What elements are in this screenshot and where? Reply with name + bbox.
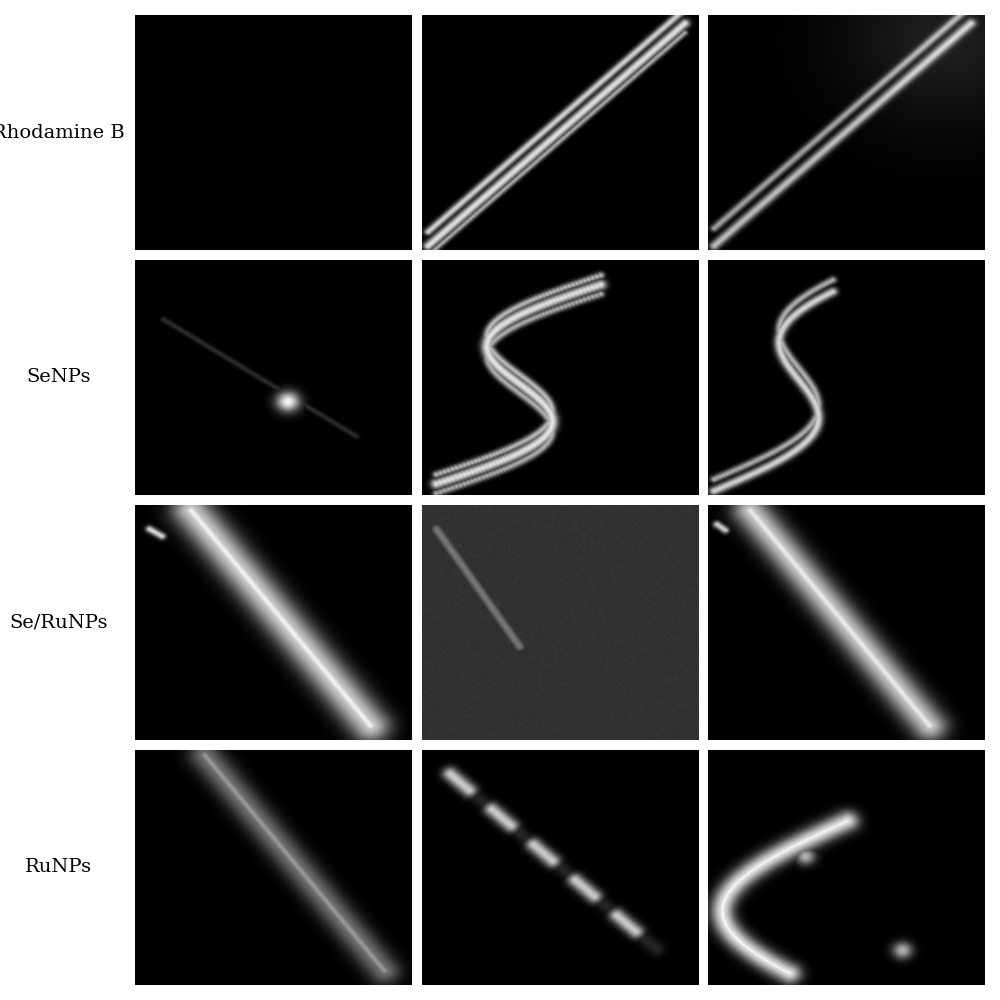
Text: RuNPs: RuNPs <box>25 858 92 876</box>
Text: Se/RuNPs: Se/RuNPs <box>9 614 108 632</box>
Text: Rhodamine B: Rhodamine B <box>0 124 125 142</box>
Text: SeNPs: SeNPs <box>26 368 91 386</box>
